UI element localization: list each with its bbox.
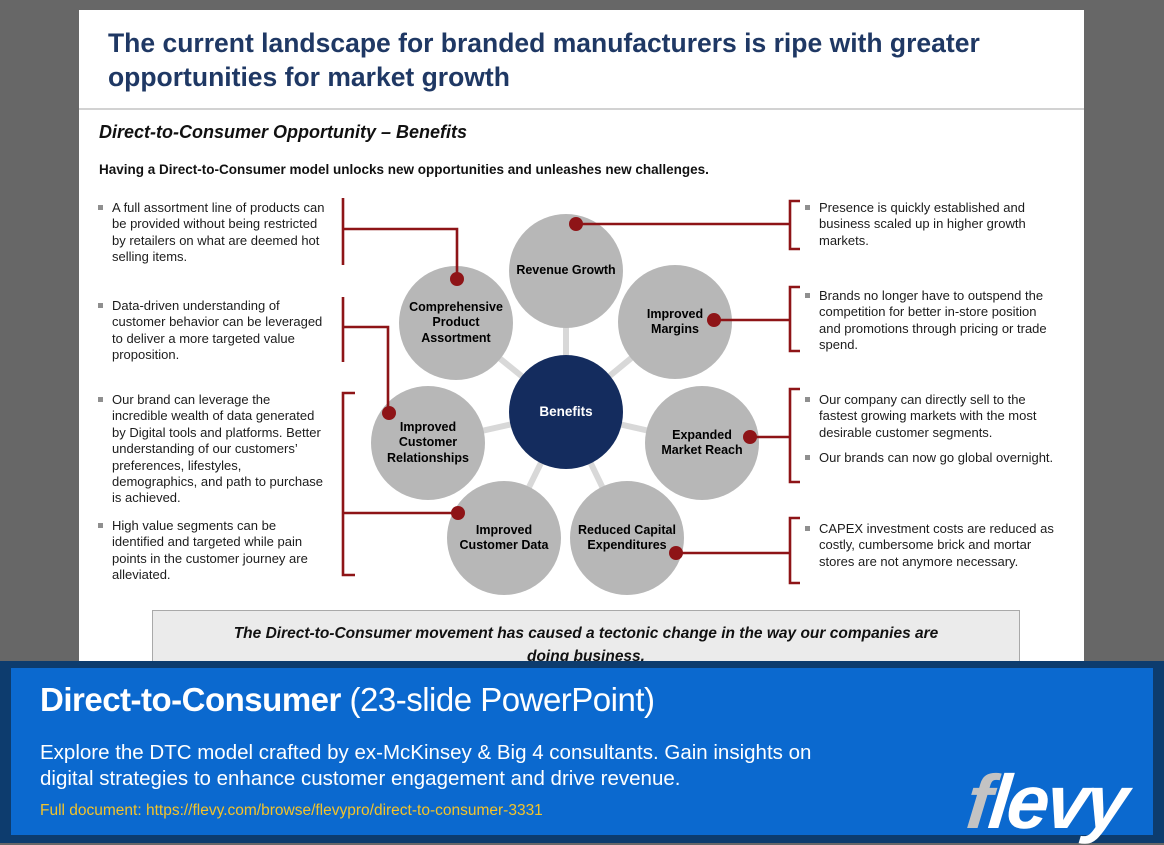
diagram-node-comprehensive-product-assortment: Comprehensive Product Assortment: [399, 266, 513, 380]
right-bullet-1: Presence is quickly established and busi…: [805, 200, 1057, 249]
left-bullet-1: A full assortment line of products can b…: [98, 200, 326, 266]
left-bullet-2-text: Data-driven understanding of customer be…: [112, 298, 323, 363]
left-bullet-3: Our brand can leverage the incredible we…: [98, 392, 326, 507]
bullet-square-icon: [98, 397, 103, 402]
banner-title: Direct-to-Consumer (23-slide PowerPoint): [40, 681, 655, 719]
diagram-node-expanded-market-reach: Expanded Market Reach: [645, 386, 759, 500]
callout-text: The Direct-to-Consumer movement has caus…: [233, 625, 939, 665]
banner-title-format: (23-slide PowerPoint): [340, 681, 655, 718]
full-document-link[interactable]: Full document: https://flevy.com/browse/…: [40, 802, 543, 819]
bullet-square-icon: [805, 455, 810, 460]
promo-banner: Direct-to-Consumer (23-slide PowerPoint)…: [0, 661, 1164, 845]
banner-description: Explore the DTC model crafted by ex-McKi…: [40, 741, 812, 790]
left-bullet-3-text: Our brand can leverage the incredible we…: [112, 392, 324, 506]
title-divider: [79, 108, 1084, 110]
slide-title: The current landscape for branded manufa…: [108, 28, 980, 92]
slide-intro: Having a Direct-to-Consumer model unlock…: [99, 162, 709, 177]
right-bullet-4-text: Our brands can now go global overnight.: [819, 450, 1054, 465]
diagram-node-improved-customer-data: Improved Customer Data: [447, 481, 561, 595]
left-bullet-4-text: High value segments can be identified an…: [112, 518, 308, 583]
left-bullet-2: Data-driven understanding of customer be…: [98, 298, 326, 364]
bullet-square-icon: [805, 205, 810, 210]
flevy-logo-levy: levy: [984, 760, 1130, 845]
left-bullet-4: High value segments can be identified an…: [98, 518, 326, 584]
bullet-square-icon: [805, 293, 810, 298]
bullet-square-icon: [805, 526, 810, 531]
flevy-logo: flevy: [962, 760, 1129, 845]
right-bullet-2: Brands no longer have to outspend the co…: [805, 288, 1057, 354]
diagram-node-benefits-center: Benefits: [509, 355, 623, 469]
slide-subtitle: Direct-to-Consumer Opportunity – Benefit…: [99, 122, 468, 142]
right-bullet-1-text: Presence is quickly established and busi…: [819, 200, 1026, 248]
promo-banner-inner: Direct-to-Consumer (23-slide PowerPoint)…: [11, 668, 1153, 845]
diagram-node-revenue-growth: Revenue Growth: [509, 214, 623, 328]
right-bullet-4: Our brands can now go global overnight.: [805, 450, 1057, 466]
diagram-node-improved-margins: Improved Margins: [618, 265, 732, 379]
diagram-node-improved-customer-relationships: Improved Customer Relationships: [371, 386, 485, 500]
banner-title-product: Direct-to-Consumer: [40, 681, 341, 718]
right-bullet-5: CAPEX investment costs are reduced as co…: [805, 521, 1057, 570]
bullet-square-icon: [98, 205, 103, 210]
diagram-node-reduced-capital-expenditures: Reduced Capital Expenditures: [570, 481, 684, 595]
bullet-square-icon: [805, 397, 810, 402]
right-bullet-5-text: CAPEX investment costs are reduced as co…: [819, 521, 1054, 569]
right-bullet-2-text: Brands no longer have to outspend the co…: [819, 288, 1047, 353]
bullet-square-icon: [98, 523, 103, 528]
right-bullet-3: Our company can directly sell to the fas…: [805, 392, 1057, 441]
right-bullet-3-text: Our company can directly sell to the fas…: [819, 392, 1037, 440]
left-bullet-1-text: A full assortment line of products can b…: [112, 200, 325, 265]
bullet-square-icon: [98, 303, 103, 308]
